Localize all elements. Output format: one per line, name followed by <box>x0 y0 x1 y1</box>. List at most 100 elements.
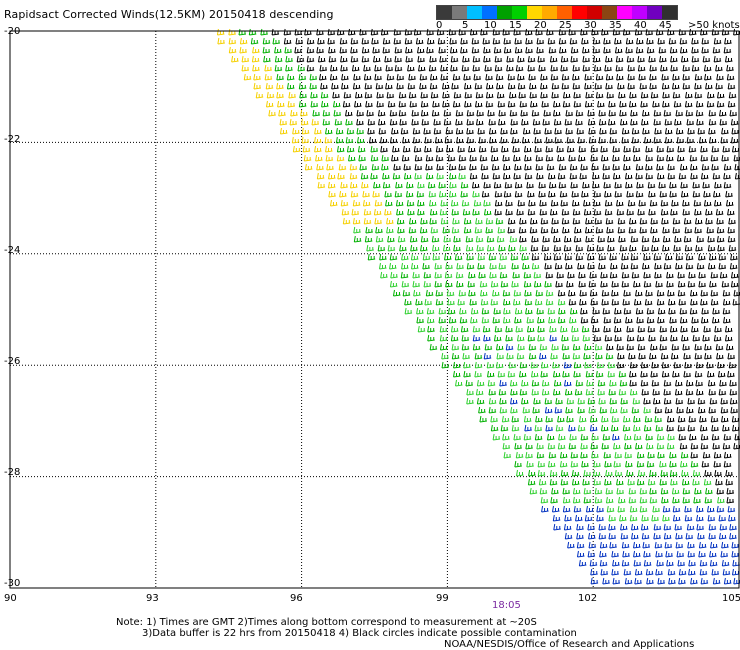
wind-barb <box>558 307 566 315</box>
wind-barb <box>685 253 694 261</box>
wind-barb <box>611 289 619 297</box>
wind-barb <box>682 199 690 207</box>
wind-barb <box>688 559 696 567</box>
wind-barb <box>441 361 450 369</box>
wind-barb <box>700 316 709 324</box>
wind-barb <box>468 271 476 279</box>
wind-barb <box>487 109 495 117</box>
wind-barb <box>582 334 591 342</box>
wind-barb <box>312 109 320 117</box>
wind-barb <box>588 280 597 288</box>
wind-barb <box>578 559 587 567</box>
wind-barb <box>612 559 620 567</box>
wind-barb <box>420 244 428 252</box>
wind-barb <box>544 406 553 414</box>
wind-barb <box>548 451 557 459</box>
wind-barb <box>618 235 626 243</box>
wind-barb <box>427 37 435 45</box>
wind-barb <box>623 289 631 297</box>
wind-barb <box>730 406 738 414</box>
wind-barb <box>489 262 497 270</box>
wind-barb <box>655 568 663 576</box>
wind-barb <box>562 226 570 234</box>
wind-barb <box>663 109 672 117</box>
wind-barb <box>627 82 635 90</box>
wind-barb <box>492 28 501 36</box>
wind-barb <box>669 190 677 198</box>
wind-barb <box>490 424 499 432</box>
wind-barb <box>506 352 514 360</box>
wind-barb <box>378 118 386 126</box>
wind-barb <box>653 136 662 144</box>
wind-barb <box>283 28 292 36</box>
wind-barb <box>464 100 472 108</box>
wind-barb <box>422 253 431 261</box>
wind-barb <box>513 289 522 297</box>
wind-barb <box>648 190 656 198</box>
wind-barb <box>635 289 643 297</box>
wind-barb <box>550 73 559 81</box>
wind-barb <box>609 127 618 135</box>
wind-barb <box>723 577 732 585</box>
wind-barb <box>486 235 495 243</box>
wind-barb <box>349 163 358 171</box>
wind-barb <box>572 208 581 216</box>
wind-barb <box>575 253 584 261</box>
wind-barb <box>531 109 540 117</box>
wind-barb <box>609 397 618 405</box>
wind-barb <box>594 82 603 90</box>
wind-barb <box>497 100 506 108</box>
wind-barb <box>625 460 633 468</box>
wind-barb <box>631 532 639 540</box>
wind-barb <box>684 514 693 522</box>
wind-barb <box>729 262 738 270</box>
wind-barb <box>601 415 609 423</box>
wind-barb <box>588 541 597 549</box>
wind-barb <box>684 100 693 108</box>
wind-barb <box>709 550 717 558</box>
wind-barb <box>566 415 574 423</box>
wind-barb <box>320 91 329 99</box>
wind-barb <box>614 451 623 459</box>
wind-barb <box>297 64 306 72</box>
wind-barb <box>384 55 392 63</box>
legend-labels: 0 5 10 15 20 25 30 35 40 45 >50 knots <box>436 20 740 34</box>
wind-barb <box>496 82 504 90</box>
wind-barb <box>666 280 674 288</box>
wind-barb <box>385 64 394 72</box>
wind-barb <box>448 163 457 171</box>
wind-barb <box>675 532 683 540</box>
wind-barb <box>722 307 731 315</box>
wind-barb <box>647 325 656 333</box>
wind-barb <box>684 244 693 252</box>
wind-barb <box>309 73 318 81</box>
credit-line: NOAA/NESDIS/Office of Research and Appli… <box>444 639 695 650</box>
wind-barb <box>587 550 596 558</box>
wind-barb <box>575 514 583 522</box>
wind-barb <box>585 235 593 243</box>
wind-barb <box>536 46 544 54</box>
wind-barb <box>596 514 604 522</box>
wind-barb <box>630 262 639 270</box>
wind-barb <box>695 244 703 252</box>
wind-barb <box>569 172 578 180</box>
wind-barb <box>333 109 342 117</box>
wind-barb <box>573 91 581 99</box>
wind-barb <box>682 73 690 81</box>
wind-barb <box>700 289 709 297</box>
wind-barb <box>682 208 691 216</box>
wind-barb <box>690 442 699 450</box>
wind-barb <box>525 46 533 54</box>
wind-barb <box>646 460 655 468</box>
wind-barb <box>296 55 305 63</box>
wind-barb <box>661 82 670 90</box>
wind-barb <box>250 37 259 45</box>
wind-barb <box>485 100 494 108</box>
wind-barb <box>607 244 615 252</box>
wind-barb <box>538 190 546 198</box>
wind-barb <box>698 550 706 558</box>
wind-barb <box>553 109 561 117</box>
wind-barb <box>593 199 601 207</box>
wind-barb <box>601 442 610 450</box>
wind-barb <box>690 163 698 171</box>
